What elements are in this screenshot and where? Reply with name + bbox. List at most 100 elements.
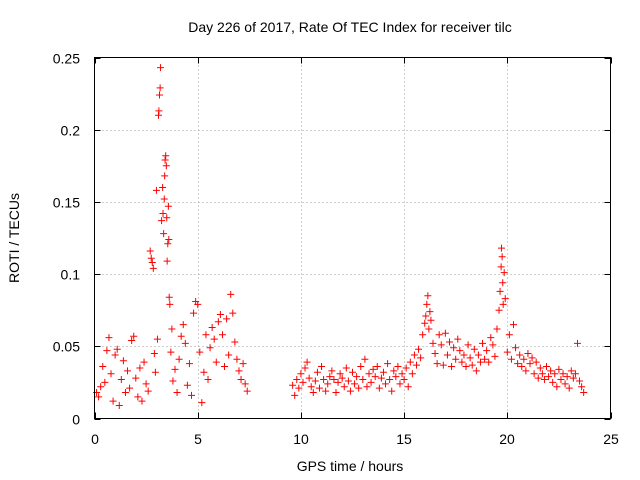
- data-point: [501, 295, 509, 303]
- data-point: [396, 380, 404, 388]
- data-point: [188, 391, 196, 399]
- data-point: [483, 347, 491, 355]
- data-point: [179, 321, 187, 329]
- data-point: [235, 367, 243, 375]
- data-point: [160, 230, 168, 238]
- grid: [94, 57, 611, 419]
- data-point: [161, 172, 169, 180]
- data-point: [489, 341, 497, 349]
- data-point: [175, 355, 183, 363]
- data-point: [514, 360, 522, 368]
- data-point: [359, 376, 367, 384]
- data-point: [233, 355, 241, 363]
- data-point: [499, 279, 507, 287]
- x-tick-labels: 0 5 10 15 20 25: [91, 431, 619, 447]
- data-point: [132, 374, 140, 382]
- data-point: [498, 244, 506, 252]
- data-point: [155, 107, 163, 115]
- data-point: [495, 306, 503, 314]
- data-point: [369, 365, 377, 373]
- data-point: [439, 361, 447, 369]
- data-point: [117, 376, 125, 384]
- data-point: [462, 363, 470, 371]
- data-point: [156, 84, 164, 92]
- data-point: [361, 355, 369, 363]
- data-point: [140, 358, 148, 366]
- x-tick-label: 20: [499, 431, 515, 447]
- data-point: [567, 367, 575, 375]
- data-point: [160, 195, 168, 203]
- data-point: [227, 290, 235, 298]
- data-point: [194, 300, 202, 308]
- data-point: [144, 387, 152, 395]
- data-point: [134, 393, 142, 401]
- data-point: [299, 378, 307, 386]
- data-point: [487, 334, 495, 342]
- data-point: [375, 384, 383, 392]
- data-point: [243, 387, 251, 395]
- data-point: [229, 309, 237, 317]
- data-point: [373, 363, 381, 371]
- data-point: [307, 383, 315, 391]
- data-point: [204, 376, 212, 384]
- data-point: [551, 370, 559, 378]
- data-point: [130, 332, 138, 340]
- data-point: [481, 355, 489, 363]
- data-point: [163, 257, 171, 265]
- data-point: [503, 348, 511, 356]
- data-point: [540, 376, 548, 384]
- data-point: [159, 209, 167, 217]
- data-point: [153, 335, 161, 343]
- data-point: [121, 389, 129, 397]
- data-point: [534, 374, 542, 382]
- data-point: [417, 354, 425, 362]
- data-point: [563, 373, 571, 381]
- data-point: [338, 374, 346, 382]
- data-point: [320, 376, 328, 384]
- data-point: [289, 381, 297, 389]
- data-point: [561, 380, 569, 388]
- x-axis-label: GPS time / hours: [297, 458, 404, 474]
- data-point: [349, 368, 356, 376]
- data-point: [183, 381, 191, 389]
- data-point: [450, 344, 458, 352]
- data-point: [340, 383, 348, 391]
- data-point: [198, 399, 206, 407]
- data-point: [171, 365, 179, 373]
- data-point: [185, 360, 193, 368]
- data-point: [426, 308, 434, 316]
- data-point: [167, 348, 175, 356]
- data-point: [386, 376, 394, 384]
- data-point: [559, 370, 567, 378]
- data-point: [109, 397, 117, 405]
- data-point: [159, 183, 167, 191]
- data-point: [421, 319, 429, 327]
- data-point: [505, 331, 513, 339]
- data-point: [555, 365, 563, 373]
- data-points: [93, 64, 588, 410]
- data-point: [97, 383, 105, 391]
- data-point: [437, 341, 445, 349]
- x-tick-label: 25: [603, 431, 619, 447]
- x-tick-label: 10: [293, 431, 309, 447]
- data-point: [479, 339, 487, 347]
- data-point: [522, 367, 530, 375]
- data-point: [524, 350, 532, 358]
- data-point: [315, 384, 323, 392]
- data-point: [491, 352, 499, 360]
- data-point: [518, 363, 526, 371]
- data-point: [239, 360, 247, 368]
- data-point: [433, 360, 441, 368]
- data-point: [128, 337, 136, 345]
- data-point: [549, 378, 557, 386]
- data-point: [419, 331, 427, 339]
- data-point: [406, 358, 414, 366]
- data-point: [164, 240, 172, 248]
- data-point: [297, 370, 305, 378]
- y-tick-label: 0.05: [53, 339, 80, 355]
- data-point: [404, 383, 412, 391]
- data-point: [571, 370, 579, 378]
- data-point: [173, 389, 181, 397]
- x-tick-label: 0: [91, 431, 99, 447]
- data-point: [332, 389, 340, 397]
